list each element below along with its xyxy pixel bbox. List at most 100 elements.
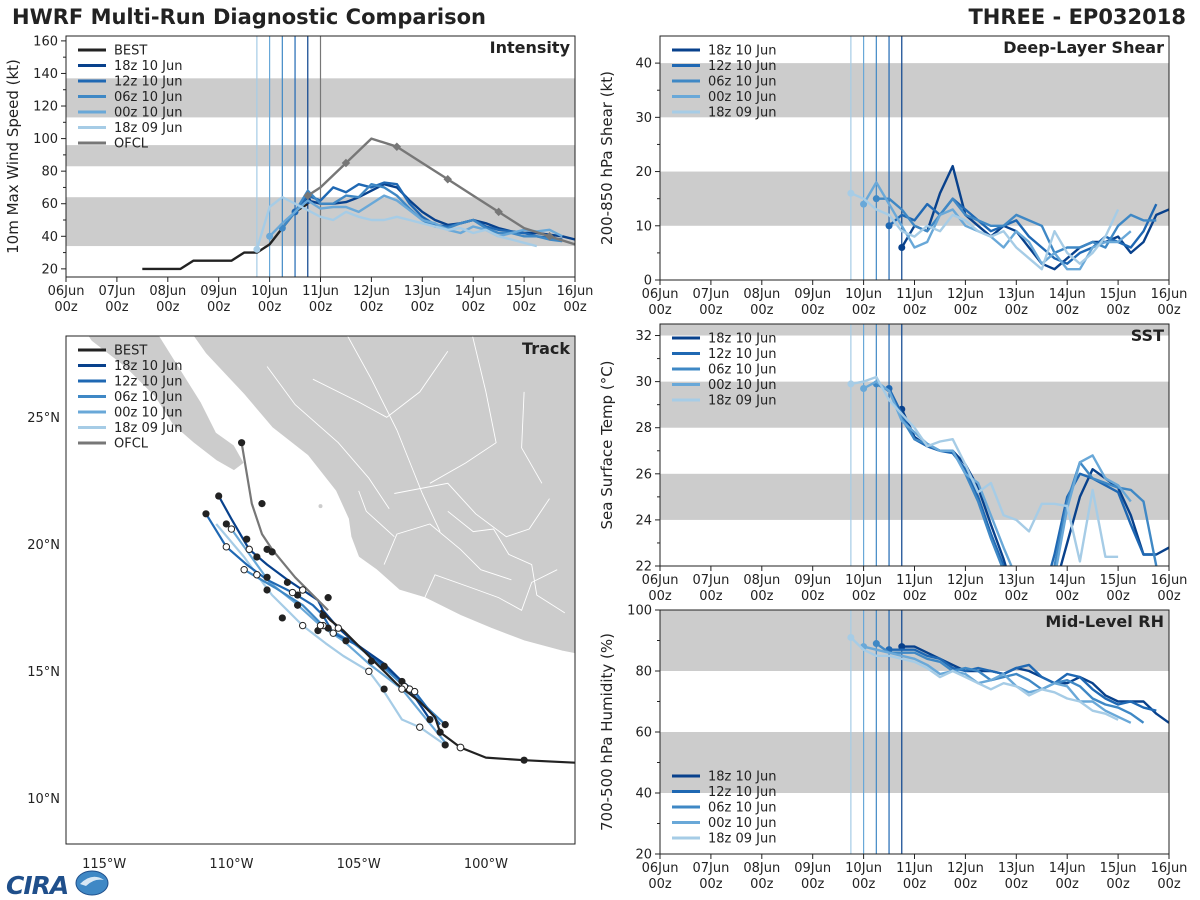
ofcl-marker	[341, 158, 351, 168]
y-tick-label: 160	[33, 34, 58, 49]
x-tick-label: 07Jun 00z	[692, 861, 729, 892]
track-position-dot	[278, 614, 286, 622]
x-tick-label-day: 06Jun	[642, 861, 679, 876]
series-start-marker-06z-10-jun	[872, 195, 880, 203]
x-tick-label: 11Jun 00z	[896, 861, 933, 892]
state-border	[521, 391, 543, 484]
x-tick-label-hour: 00z	[1056, 877, 1080, 892]
y-tick-label: 30	[635, 375, 652, 390]
x-tick-label-day: 13Jun	[998, 287, 1035, 302]
x-tick-label-hour: 00z	[258, 300, 282, 315]
x-tick-label-hour: 00z	[1056, 589, 1080, 604]
track-position-dot	[283, 578, 292, 586]
series-line-ofcl	[307, 137, 575, 246]
x-tick-label-day: 14Jun	[1049, 287, 1086, 302]
x-tick-label: 16Jun 00z	[1151, 861, 1188, 892]
track-position-dot	[222, 520, 230, 528]
x-tick-label-hour: 00z	[1157, 589, 1181, 604]
x-tick-label: 06Jun 00z	[642, 861, 679, 892]
x-tick-label-hour: 00z	[699, 303, 723, 318]
x-tick-label: 13Jun 00z	[404, 284, 441, 315]
state-border	[394, 482, 550, 538]
threshold-band	[660, 171, 1169, 226]
track-forecast-marker	[240, 565, 248, 574]
x-tick-label-day: 07Jun	[98, 284, 135, 299]
longitude-label: 115°W	[82, 857, 126, 872]
x-tick-label-day: 16Jun	[557, 284, 594, 299]
x-tick-label-hour: 00z	[207, 300, 231, 315]
state-border	[383, 523, 512, 581]
x-tick-label-day: 09Jun	[794, 573, 831, 588]
track-position-dot	[436, 728, 444, 736]
x-tick-label-day: 11Jun	[302, 284, 339, 299]
x-tick-label-hour: 00z	[54, 300, 78, 315]
legend-label-18z-09-jun: 18z 09 Jun	[708, 394, 777, 409]
legend-label-06z-10-jun: 06z 10 Jun	[708, 363, 777, 378]
logo-swirl	[80, 876, 104, 886]
x-tick-label-hour: 00z	[852, 589, 876, 604]
track-forecast-marker	[398, 685, 406, 693]
map-area	[66, 336, 575, 844]
legend-label-best: BEST	[114, 44, 147, 59]
y-tick-label: 120	[33, 100, 58, 115]
legend-label-18z-10-jun: 18z 10 Jun	[708, 770, 777, 785]
track-position-dot	[215, 492, 223, 500]
legend-label-12z-10-jun: 12z 10 Jun	[708, 347, 777, 362]
y-tick-label: 80	[635, 665, 652, 680]
x-tick-label-hour: 00z	[648, 589, 672, 604]
longitude-label: 105°W	[337, 857, 381, 872]
x-tick-label: 10Jun 00z	[251, 284, 288, 315]
x-tick-label: 12Jun 00z	[947, 287, 984, 318]
track-position-dot	[253, 553, 261, 561]
x-tick-label-day: 07Jun	[692, 861, 729, 876]
x-tick-label: 08Jun 00z	[743, 861, 780, 892]
longitude-label: 110°W	[209, 857, 253, 872]
track-position-dot	[263, 573, 271, 581]
legend-label-18z-10-jun: 18z 10 Jun	[708, 44, 777, 59]
x-tick-label-hour: 00z	[1106, 589, 1130, 604]
track-forecast-marker	[365, 667, 373, 675]
chart-title: Mid-Level RH	[1045, 612, 1164, 631]
x-tick-label-day: 13Jun	[404, 284, 441, 299]
x-tick-label: 13Jun 00z	[998, 287, 1035, 318]
x-tick-label: 16Jun 00z	[1151, 573, 1188, 604]
y-tick-label: 40	[635, 57, 652, 72]
latitude-label: 10°N	[27, 792, 60, 807]
map-frame	[65, 335, 576, 845]
x-tick-label-day: 06Jun	[642, 287, 679, 302]
series-line-12z-10-jun	[888, 197, 1158, 265]
x-tick-label: 15Jun 00z	[1100, 573, 1137, 604]
x-tick-label-day: 13Jun	[998, 573, 1035, 588]
legend-label-06z-10-jun: 06z 10 Jun	[114, 90, 183, 105]
x-tick-label: 11Jun 00z	[896, 287, 933, 318]
legend-label-18z-10-jun: 18z 10 Jun	[114, 59, 183, 74]
state-border	[266, 366, 390, 509]
x-tick-label-hour: 00z	[1157, 303, 1181, 318]
track-forecast-marker	[298, 586, 307, 594]
series-start-marker-18z-09-jun	[847, 189, 855, 197]
legend-label-12z-10-jun: 12z 10 Jun	[708, 785, 777, 800]
x-tick-label-day: 12Jun	[947, 861, 984, 876]
track-line-12z-10-jun	[205, 513, 441, 726]
y-tick-label: 100	[33, 132, 58, 147]
longitude-label: 100°W	[464, 857, 508, 872]
x-tick-label-day: 08Jun	[743, 573, 780, 588]
y-tick-label: 20	[635, 848, 652, 863]
series-line-00z-10-jun	[863, 380, 1132, 566]
series-start-marker-00z-10-jun	[266, 232, 274, 240]
track-position-dot	[268, 548, 276, 556]
y-tick-label: 30	[635, 111, 652, 126]
x-tick-label: 16Jun 00z	[557, 284, 594, 315]
latitude-label: 25°N	[27, 411, 60, 426]
x-tick-label-hour: 00z	[1106, 877, 1130, 892]
x-tick-label-hour: 00z	[648, 303, 672, 318]
x-tick-label-hour: 00z	[648, 877, 672, 892]
legend-label-18z-09-jun: 18z 09 Jun	[114, 121, 183, 136]
track-forecast-marker	[416, 723, 424, 731]
x-tick-label-day: 10Jun	[845, 861, 882, 876]
x-tick-label: 06Jun 00z	[642, 573, 679, 604]
state-border	[312, 350, 449, 418]
track-position-dot	[319, 611, 327, 619]
